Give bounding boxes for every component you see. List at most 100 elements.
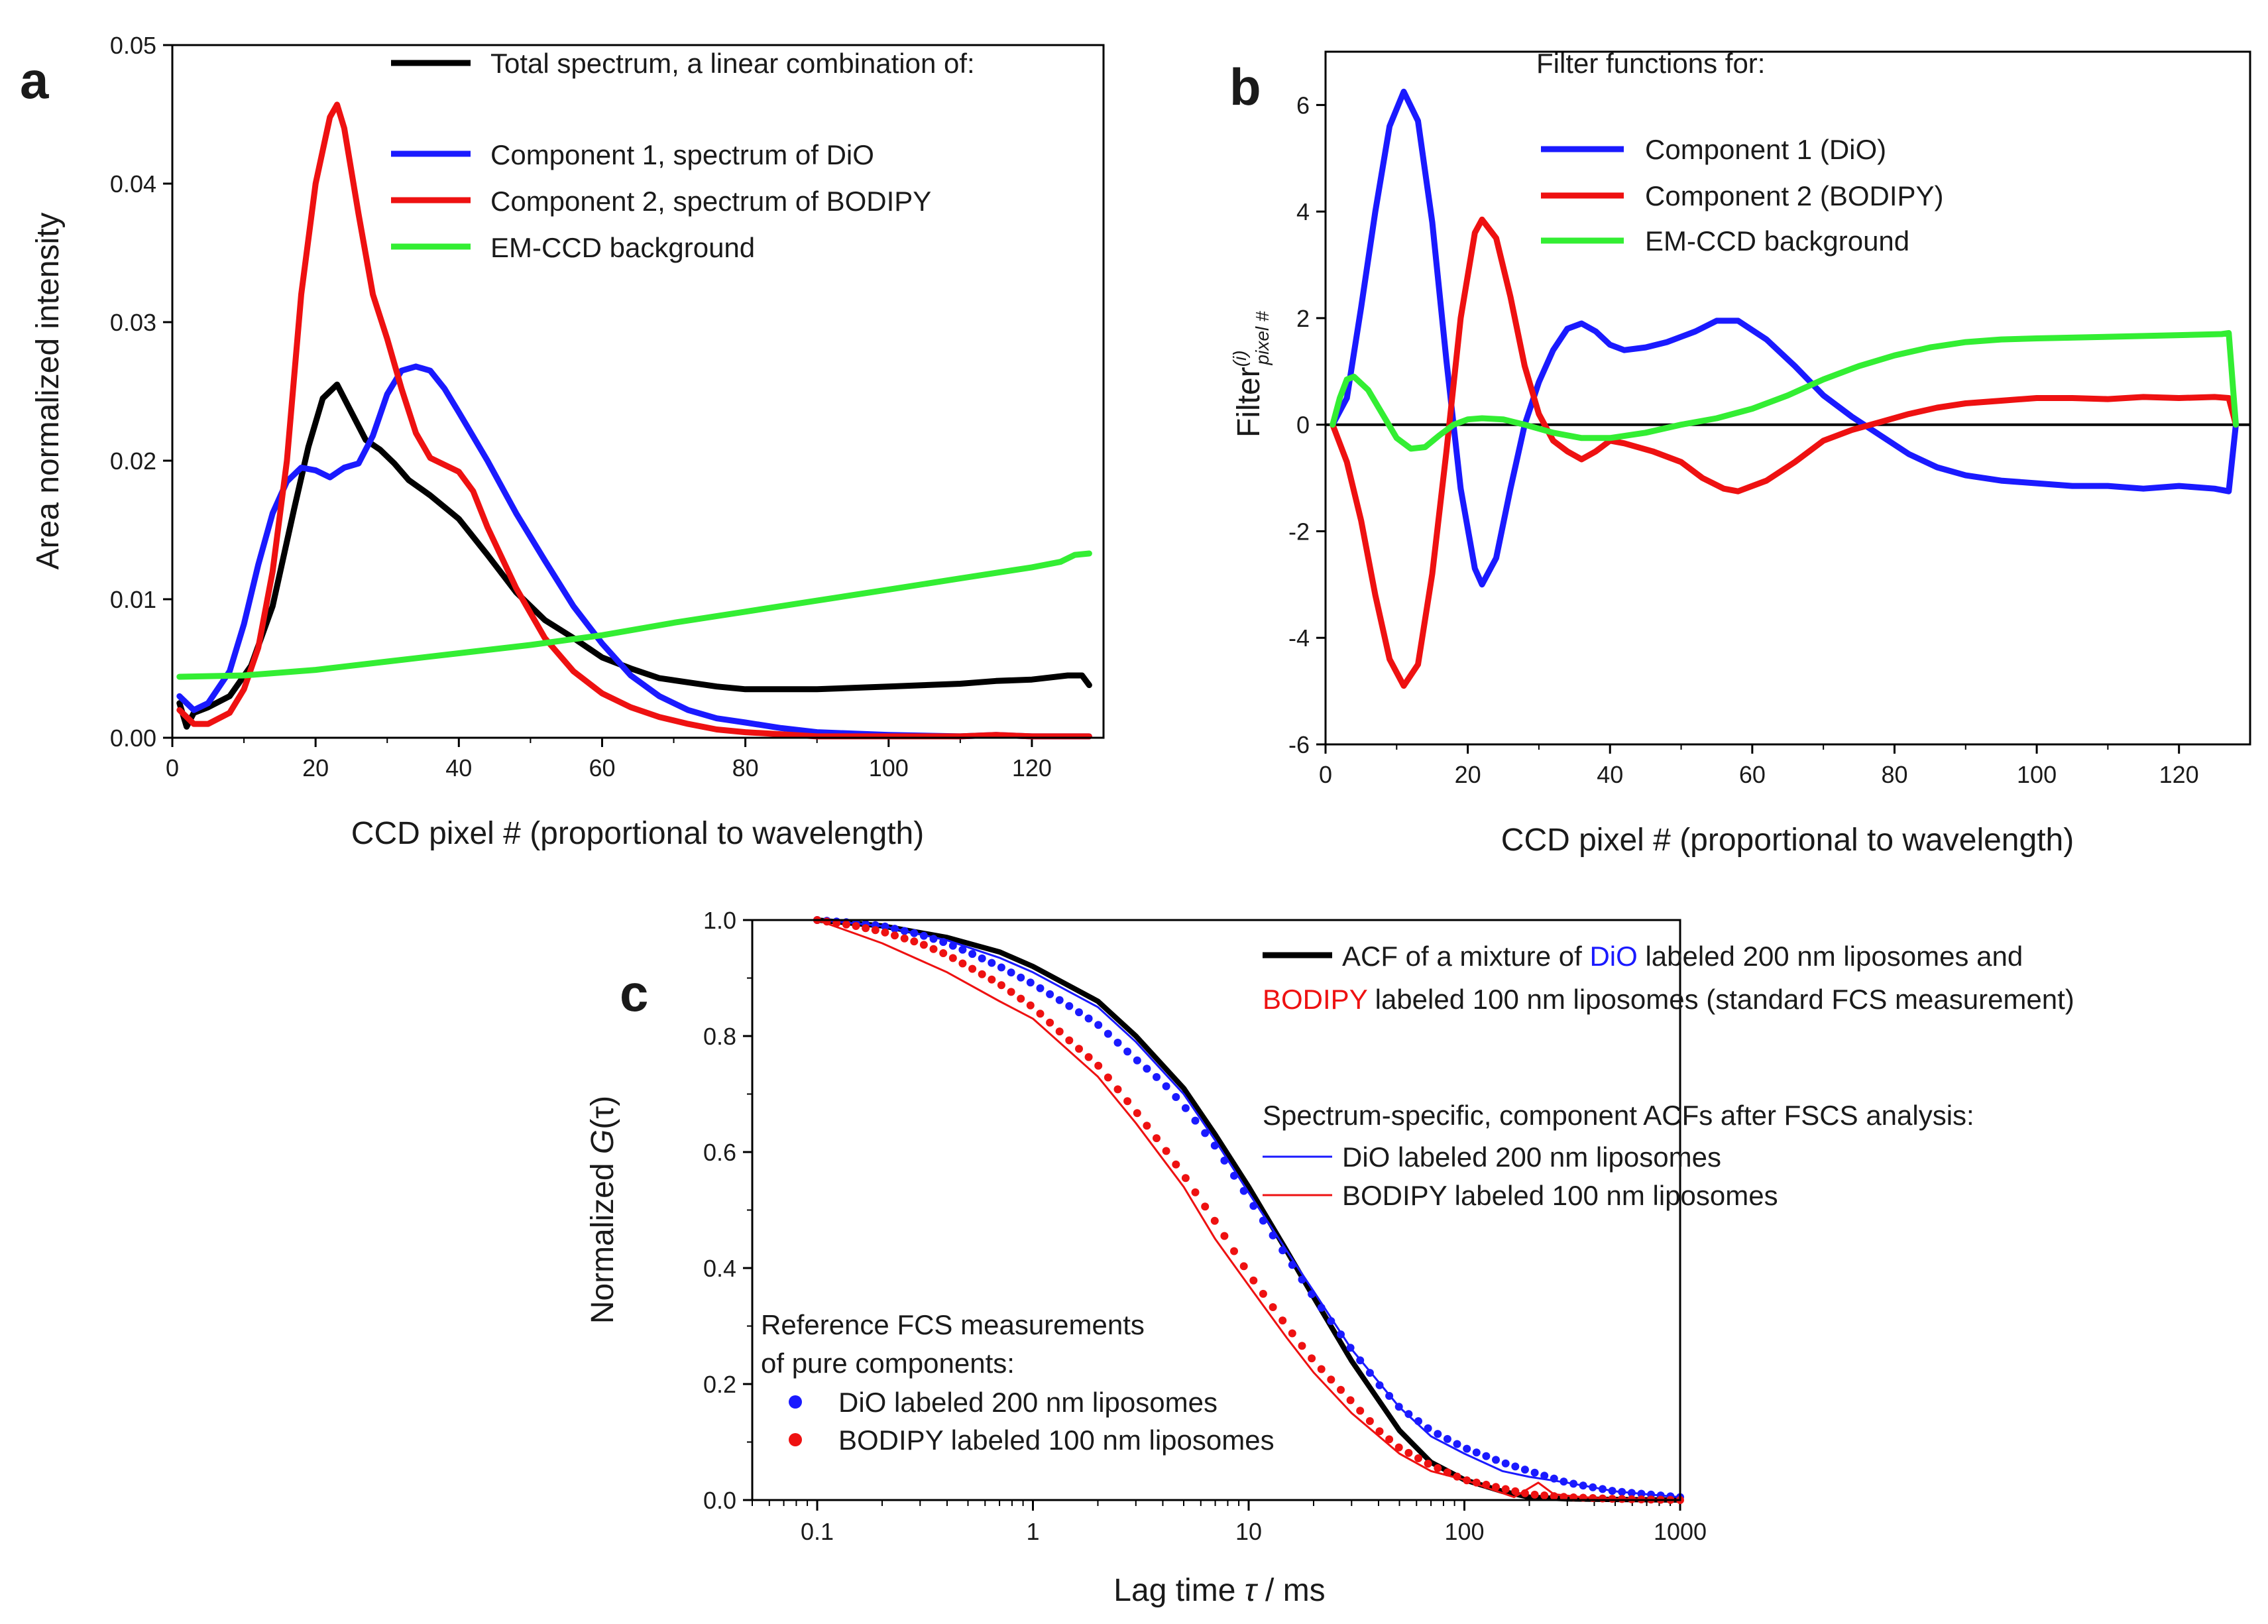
panel-c-series-3-point [1113,1039,1122,1047]
panel-a-letter: a [20,51,49,109]
panel-c-series-3-point [1210,1141,1219,1150]
panel-b-xtick-label: 120 [2159,761,2199,788]
panel-c-series-2 [817,919,1681,1501]
panel-a-xtick-label: 0 [166,754,179,782]
panel-c-series-3-point [1065,1002,1074,1010]
panel-c-series-3-point [1094,1021,1103,1029]
panel-c-series-3-point [1181,1104,1190,1112]
panel-a-ylabel: Area normalized intensity [30,213,66,570]
panel-a-xtick-label: 100 [869,754,909,782]
panel-c-series-4-point [1453,1472,1461,1481]
panel-c-series-4-point [1599,1494,1607,1503]
panel-c-series-3-point [1356,1356,1365,1365]
panel-b-xtick-label: 0 [1319,761,1332,788]
panel-c-legend-mixture-prefix: ACF of a mixture of [1342,941,1589,972]
panel-c-xtick-label: 1000 [1654,1518,1707,1545]
panel-c-series-3-point [1472,1448,1481,1457]
panel-c-series-3-point [1259,1216,1267,1225]
panel-c-series-4-point [862,924,870,933]
panel-c-series-3-point [1036,984,1045,992]
panel-c-legend-fscs-header: Spectrum-specific, component ACFs after … [1263,1100,1974,1131]
panel-c-series-3-point [968,950,977,958]
panel-c-xtick-label: 10 [1235,1518,1262,1545]
panel-c-series-4-point [988,975,996,984]
panel-c-series-3-point [1104,1029,1112,1038]
panel-c-series-4-point [1317,1365,1326,1373]
panel-c-series-4-point [1356,1407,1365,1415]
panel-c-series-4-point [1259,1289,1267,1298]
panel-b-ylabel: Filter(i) pixel # [1229,311,1273,437]
panel-c-series-3-point [1249,1202,1258,1210]
panel-c-series-3-point [1278,1246,1287,1255]
panel-c-ytick-label: 0.8 [703,1023,736,1050]
panel-c-series [813,916,1684,1504]
panel-c-series-4-point [1123,1097,1132,1106]
panel-c-series-4-point [1608,1495,1616,1503]
panel-a-ytick-label: 0.00 [110,725,156,752]
panel-c-series-3-point [1637,1489,1646,1498]
panel-c-series-4-point [1026,1001,1035,1010]
panel-c-series-4-point [1017,994,1025,1003]
panel-c-legend-marker-ref-bodipy [789,1433,802,1446]
panel-c-series-4-point [919,941,928,949]
panel-a-legend-background: EM-CCD background [490,232,755,263]
panel-c-legend-ref-bodipy: BODIPY labeled 100 nm liposomes [838,1424,1275,1456]
panel-c-xlabel-suffix: / ms [1257,1573,1326,1608]
panel-c-series-3-point [1618,1487,1626,1496]
panel-c-series-3-point [1559,1478,1568,1486]
panel-a-series-1 [176,363,1092,740]
panel-a-xtick-label: 120 [1012,754,1052,782]
panel-c-series-4-point [1550,1492,1558,1501]
panel-b-ylabel-sub: pixel # [1252,311,1273,365]
panel-c-series-4-point [852,922,860,930]
panel-c-xtick-label: 1 [1026,1518,1039,1545]
panel-c-series-3-point [1501,1459,1510,1468]
panel-c-series-4-point [1230,1247,1238,1255]
panel-c-series-3-point [1375,1381,1384,1389]
panel-c-series-3-point [948,941,957,950]
panel-c-series-3-point [1239,1187,1248,1195]
panel-c-series-4-point [1472,1478,1481,1487]
panel-c-series-4-point [1084,1053,1093,1061]
panel-b-ticks: 0 20 40 60 80 100 120 -6 -4 -2 0 2 4 6 [1288,91,2199,788]
panel-c-series-4-point [1298,1342,1306,1350]
panel-c-series-3-point [929,935,938,943]
panel-c-series-3-point [1599,1485,1607,1493]
panel-c-series-4-point [1104,1073,1112,1082]
panel-c-series-4-point [1210,1216,1219,1225]
panel-c-series-4-point [1113,1085,1122,1094]
panel-c-series-3-point [1308,1290,1316,1299]
panel-c-legend-mixture-line1: ACF of a mixture of DiO labeled 200 nm l… [1342,941,2023,972]
panel-c-series-3-point [1520,1466,1529,1474]
panel-b-ytick-label: -2 [1288,518,1310,545]
panel-c-series-4-point [1162,1147,1170,1155]
panel-c-xlabel-prefix: Lag time [1113,1573,1244,1608]
panel-a-legend-dio: Component 1, spectrum of DiO [490,139,874,170]
panel-c-series-4-point [1308,1354,1316,1363]
panel-c-ylabel-prefix: Normalized [585,1154,620,1324]
panel-c-legend-mixture-bodipy: BODIPY [1263,984,1368,1015]
panel-c-series-4-point [948,954,957,962]
panel-c-series-3-point [1298,1275,1306,1284]
panel-a-ytick-label: 0.05 [110,32,156,59]
panel-c-series-3-point [978,954,986,962]
panel-c-series-3-point [997,963,1005,972]
panel-c-series-4-point [1375,1427,1384,1436]
panel-c-series-4-point [997,981,1005,990]
panel-c-series-4-point [900,934,909,943]
panel-c-series-4-point [1492,1483,1500,1491]
panel-c-series-3-point [1550,1474,1558,1483]
panel-c-series-4-point [1133,1109,1141,1118]
panel-c-series-1 [817,919,1681,1499]
panel-c: 0.1 1 10 100 1000 0.0 0.2 0.4 0.6 0.8 1.0 Lag time… [585,907,2074,1608]
panel-c-series-4-point [1172,1160,1180,1169]
panel-c-series-3-point [1443,1434,1451,1443]
panel-c-series-3-point [1055,996,1064,1004]
panel-b-legend-background: EM-CCD background [1645,225,1909,257]
panel-c-series-3-point [1385,1391,1394,1400]
panel-b-ytick-label: -4 [1288,624,1310,652]
panel-c-series-3-point [1608,1487,1616,1495]
panel-c-series-3-point [1579,1481,1587,1490]
panel-c-legend-marker-ref-dio [789,1395,802,1409]
panel-a-ytick-label: 0.02 [110,447,156,475]
